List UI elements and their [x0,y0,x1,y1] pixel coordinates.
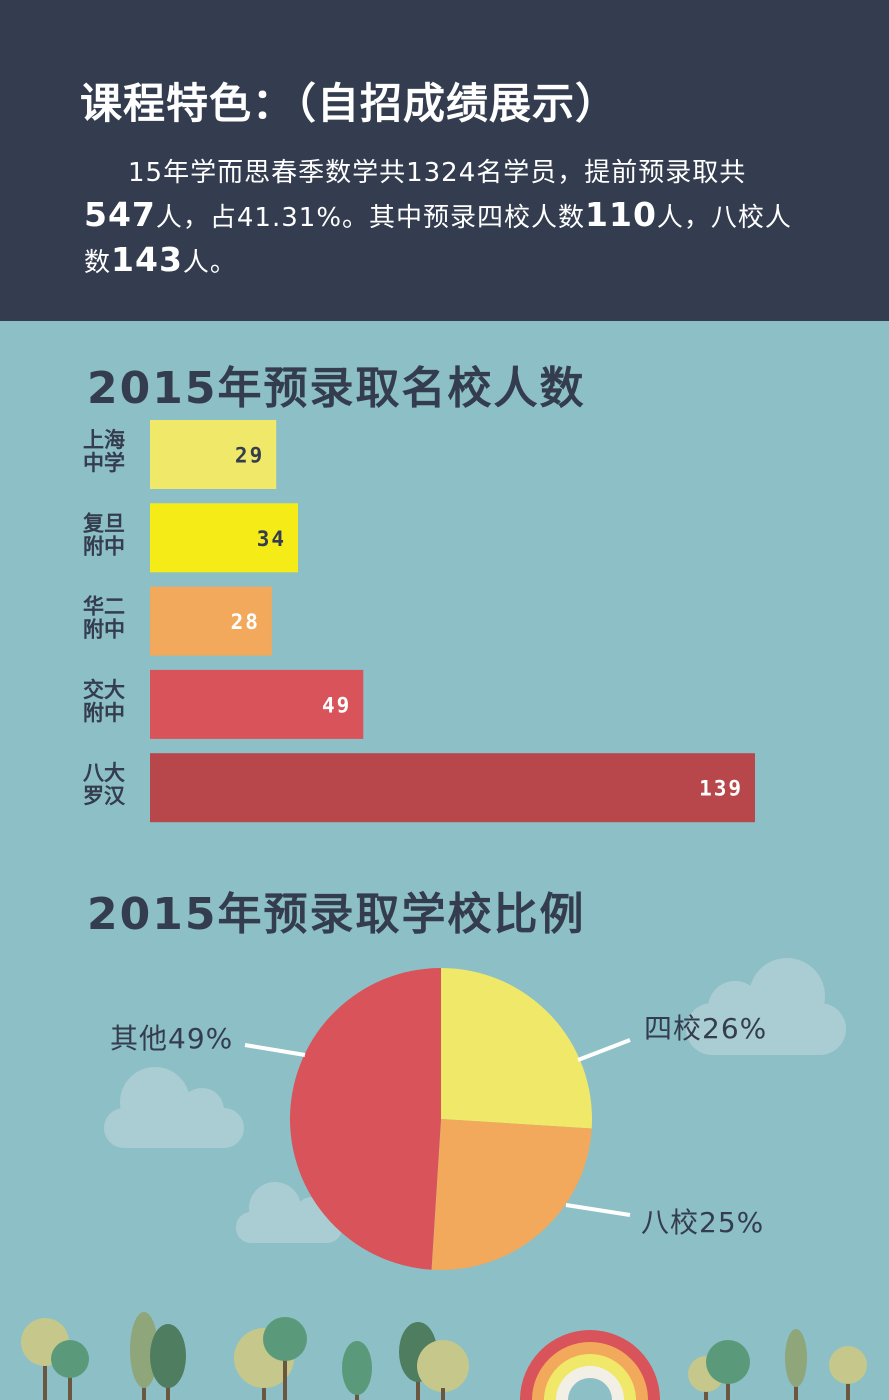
tree-decoration [21,1312,867,1400]
bar-category-label: 附中 [83,534,125,558]
intro-text-2: 人，占41.31%。其中预录四校人数 [155,203,586,233]
pie-label-four-schools: 四校26% [644,1012,768,1045]
pie-slice [441,968,592,1129]
intro-text-4: 人。 [182,248,237,278]
bar-category-label: 华二 [83,595,125,619]
pie-label-others: 其他49% [110,1022,234,1055]
intro-text: 15年学而思春季数学共1324名学员，提前预录取共 547人，占41.31%。其中… [84,152,814,284]
intro-text-1: 15年学而思春季数学共1324名学员，提前预录取共 [128,158,747,188]
bar [150,420,277,489]
pie-leader-line [565,1203,631,1217]
page-title: 课程特色：（自招成绩展示） [80,79,619,128]
bar-category-label: 中学 [83,451,125,475]
rainbow-decoration [520,1330,660,1400]
intro-highlight-eight-schools: 143 [111,240,183,279]
bar-chart-title: 2015年预录取名校人数 [87,363,586,414]
intro-text-3: 人，八校人数 [84,203,792,278]
bar-value-label: 34 [257,527,286,551]
bar-value-label: 28 [231,610,260,634]
bar-category-label: 交大 [83,678,125,702]
pie-slice [431,1119,592,1270]
bar-category-label: 罗汉 [83,784,126,808]
pie-chart [244,968,631,1270]
bar [150,669,364,739]
intro-highlight-four-schools: 110 [585,195,657,234]
bar-category-label: 八大 [83,761,125,785]
bar-category-label: 上海 [83,428,125,452]
bar-value-label: 29 [235,444,264,468]
bar-category-label: 复旦 [82,511,125,535]
bar [150,586,272,656]
bar-category-label: 附中 [83,618,125,642]
pie-slice [289,968,441,1270]
bar-value-label: 49 [322,693,351,717]
bar [150,753,755,823]
pie-chart-title: 2015年预录取学校比例 [87,889,586,940]
bar-value-label: 139 [699,777,743,801]
pie-leader-line [577,1038,631,1062]
bar-category-label: 附中 [83,701,125,725]
pie-leader-line [244,1043,306,1057]
cloud-decoration [104,958,846,1243]
intro-highlight-total: 547 [84,195,156,234]
header-panel: 课程特色：（自招成绩展示） 15年学而思春季数学共1324名学员，提前预录取共 5… [0,0,889,321]
pie-label-eight-schools: 八校25% [641,1206,765,1239]
bar [150,503,298,573]
